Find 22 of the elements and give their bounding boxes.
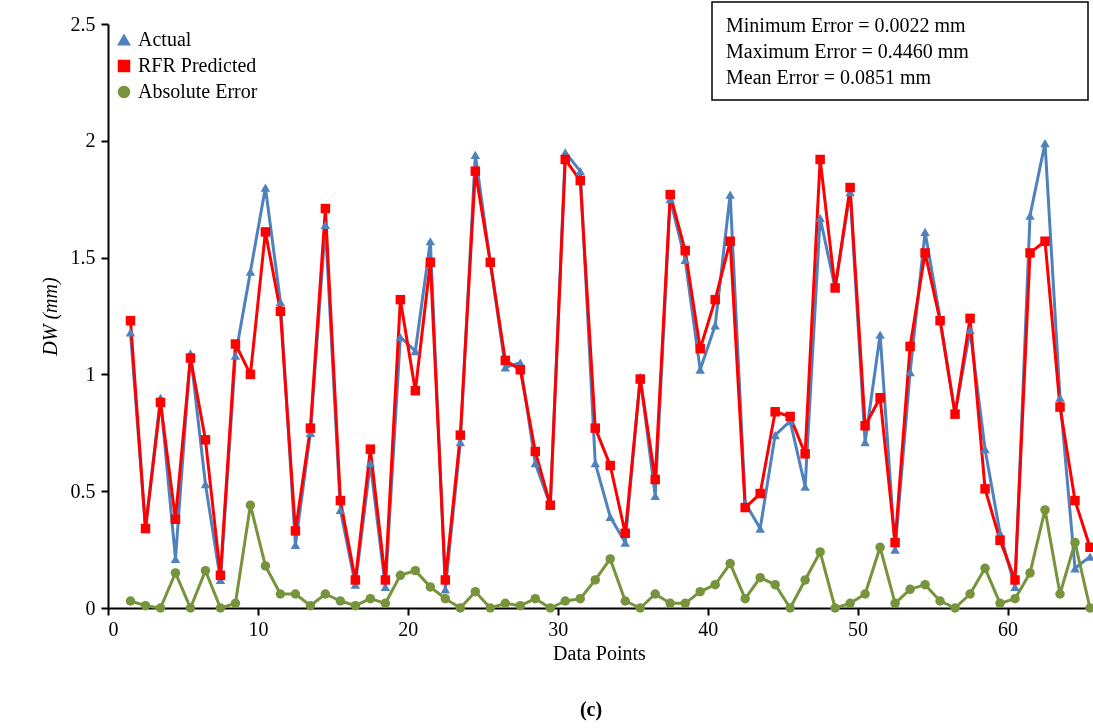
annotation: Mean Error = 0.0851 mm bbox=[726, 66, 932, 88]
y-tick-label: 0 bbox=[85, 596, 96, 619]
x-tick-label: 10 bbox=[248, 617, 269, 640]
y-tick-label: 1.5 bbox=[70, 246, 96, 269]
text: (c) bbox=[579, 698, 603, 721]
y-tick-label: 2.5 bbox=[70, 12, 96, 35]
legend-label: RFR Predicted bbox=[138, 54, 257, 76]
y-axis-title: DW (mm) bbox=[38, 277, 62, 357]
x-axis-title: Data Points bbox=[553, 641, 647, 664]
y-tick-label: 2 bbox=[85, 129, 96, 152]
annotation: Maximum Error = 0.4460 mm bbox=[726, 40, 970, 62]
y-tick-label: 0.5 bbox=[70, 479, 96, 502]
x-tick-label: 60 bbox=[998, 617, 1019, 640]
x-tick-label: 50 bbox=[848, 617, 869, 640]
legend-label: Actual bbox=[138, 28, 192, 50]
x-tick-label: 30 bbox=[548, 617, 569, 640]
x-tick-label: 0 bbox=[108, 617, 119, 640]
legend-label: Absolute Error bbox=[138, 80, 258, 102]
x-tick-label: 20 bbox=[398, 617, 419, 640]
x-tick-label: 40 bbox=[698, 617, 719, 640]
annotation: Minimum Error = 0.0022 mm bbox=[726, 14, 967, 36]
y-tick-label: 1 bbox=[85, 362, 96, 385]
